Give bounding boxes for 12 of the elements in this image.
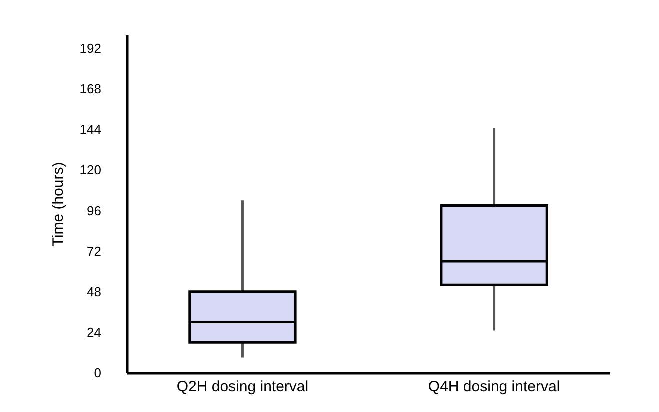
y-tick-label: 144 <box>80 122 102 138</box>
y-tick-label: 120 <box>80 162 102 178</box>
x-tick-label: Q4H dosing interval <box>428 378 560 396</box>
y-tick-label: 192 <box>80 41 102 56</box>
y-tick-label: 48 <box>87 284 102 300</box>
y-axis-title: Time (hours) <box>50 162 67 247</box>
y-tick-label: 72 <box>87 244 102 259</box>
y-tick-label: 96 <box>87 203 102 218</box>
x-tick-label: Q2H dosing interval <box>176 378 309 396</box>
y-tick-label: 24 <box>87 324 102 340</box>
y-tick-label: 168 <box>80 82 102 97</box>
y-tick-label: 0 <box>94 366 102 380</box>
